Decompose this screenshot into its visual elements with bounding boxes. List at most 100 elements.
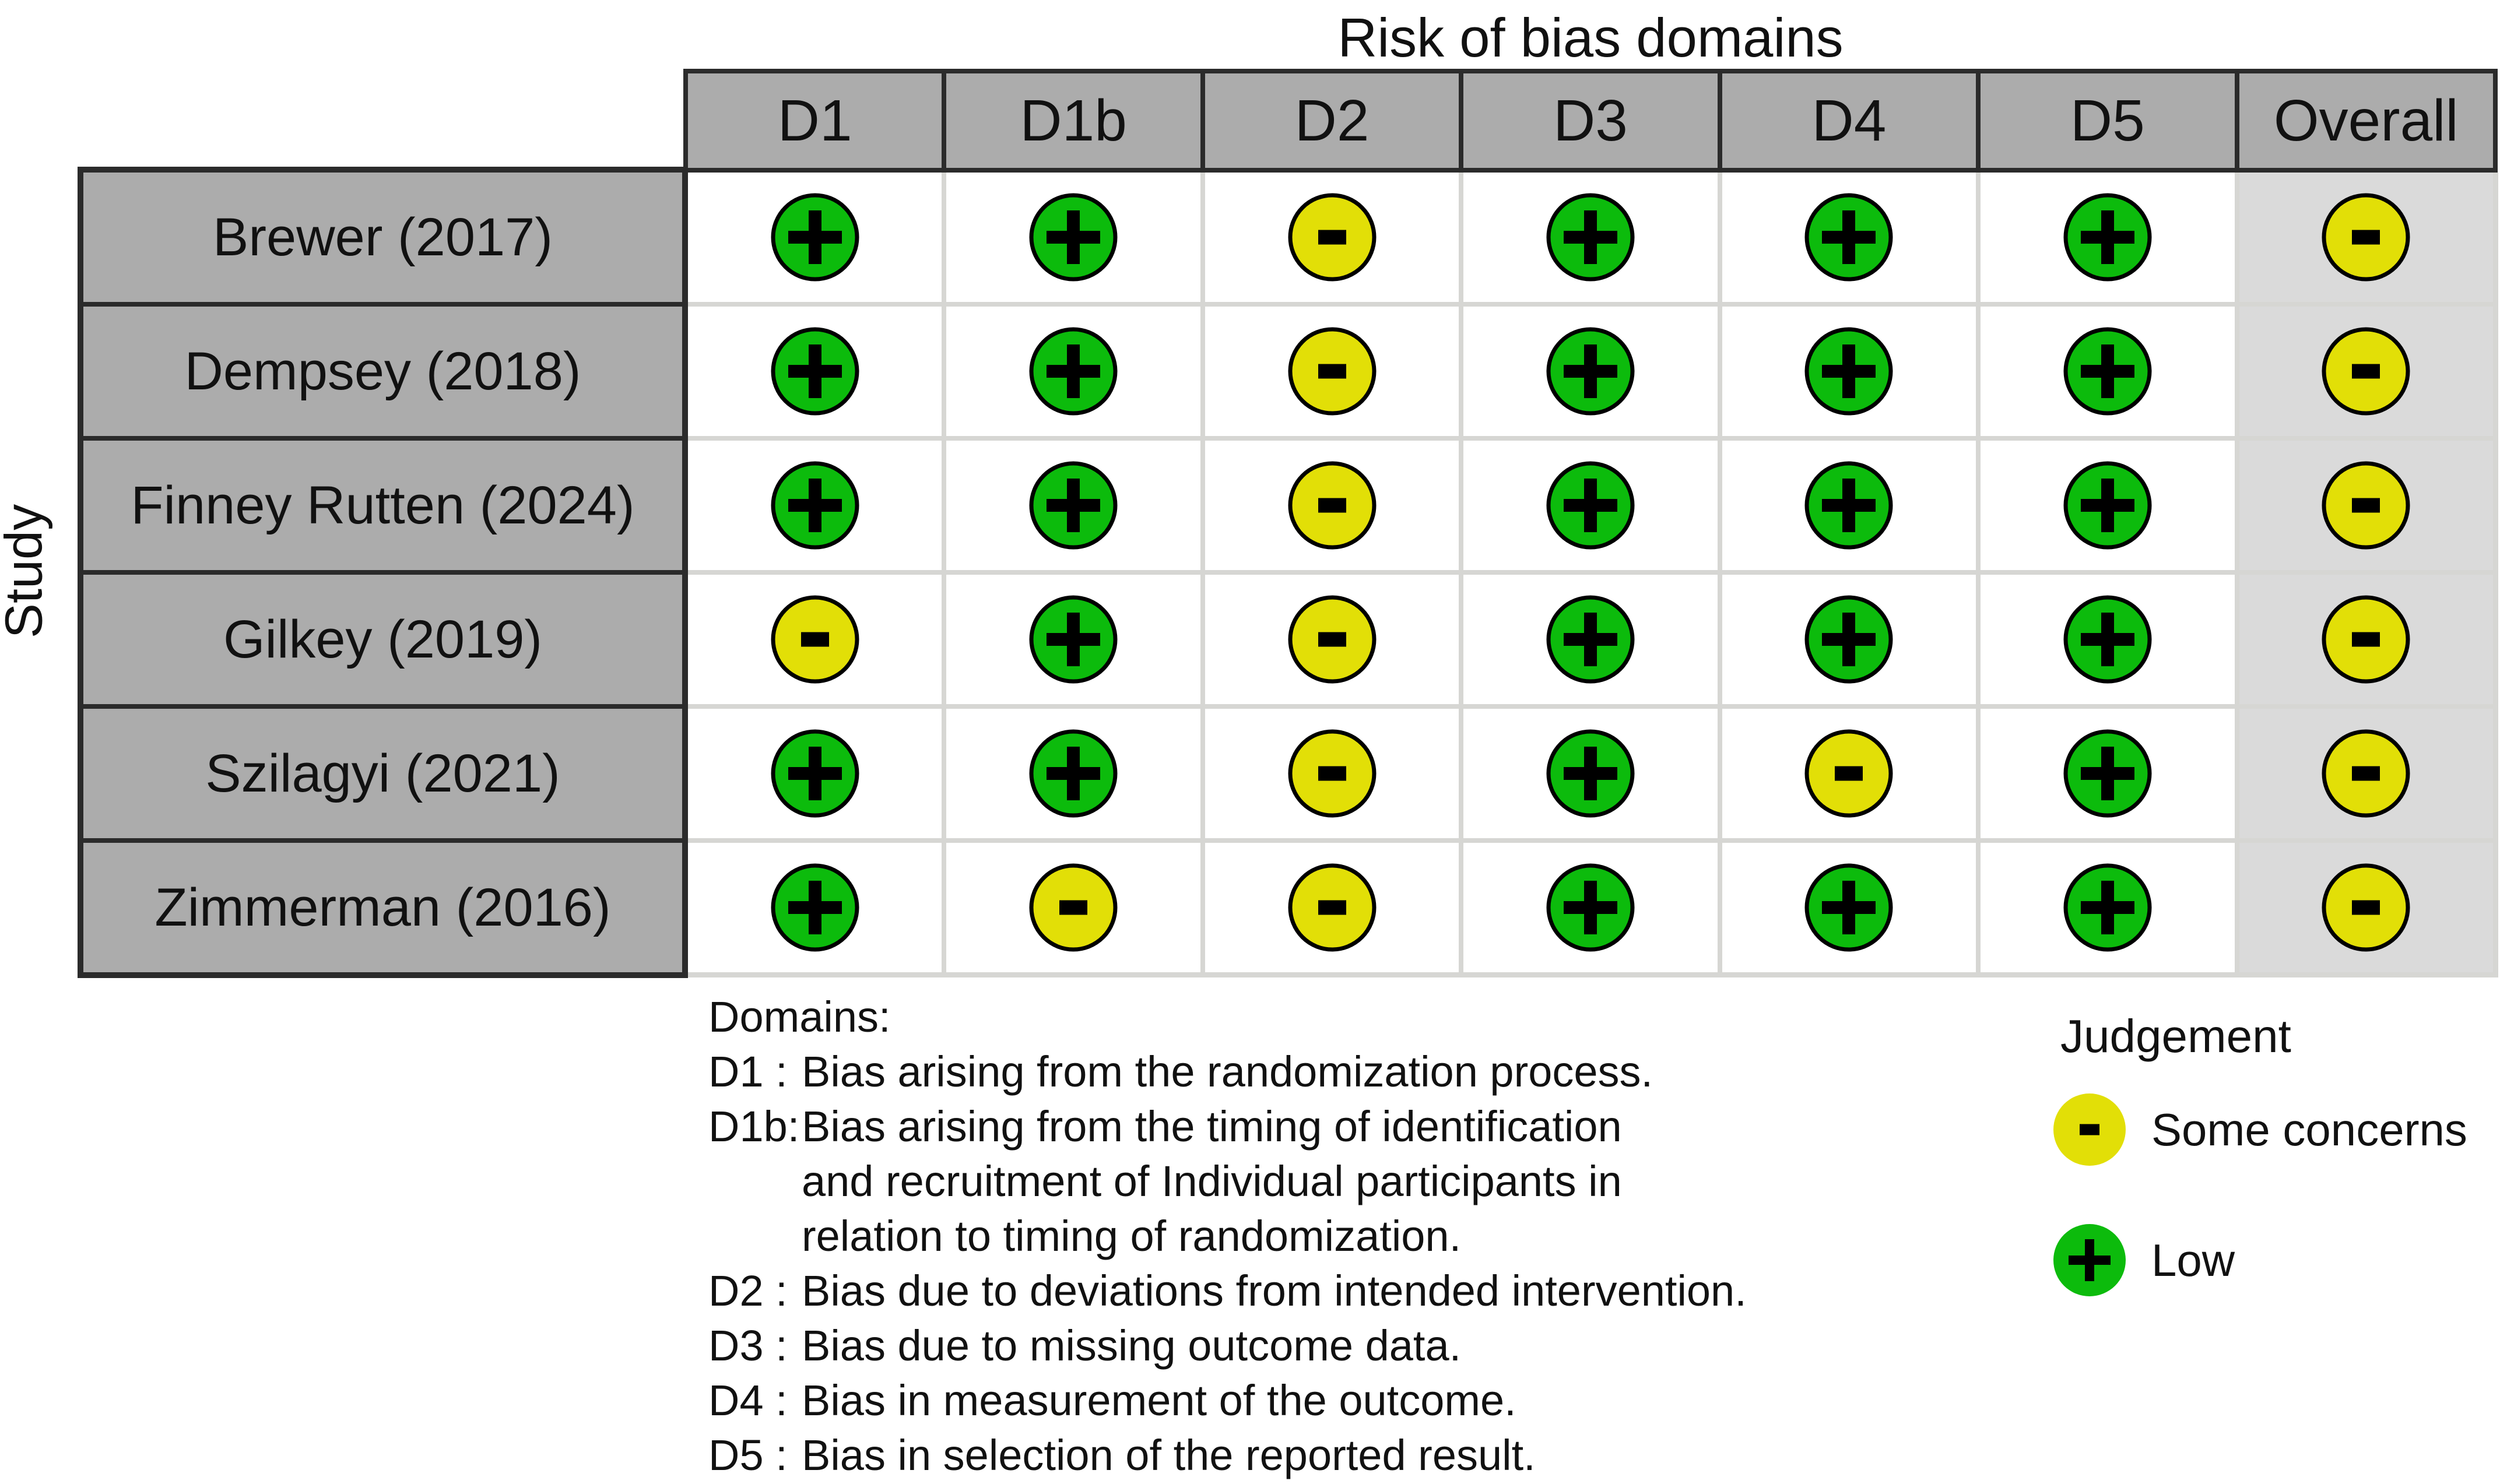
plus-icon (788, 210, 842, 264)
domain-definition-line: D4 : Bias in measurement of the outcome. (708, 1373, 1747, 1428)
low-risk-circle (2063, 729, 2152, 818)
column-header-d3: D3 (1463, 73, 1718, 168)
plus-icon (1563, 881, 1617, 934)
judgment-cell (1463, 843, 1718, 972)
figure-title: Risk of bias domains (1337, 7, 1844, 68)
domains-heading: Domains: (708, 993, 891, 1041)
low-risk-circle (1804, 863, 1893, 952)
judgment-cell (1463, 709, 1718, 838)
study-label: Brewer (2017) (83, 173, 682, 302)
plus-icon (788, 881, 842, 934)
low-risk-circle (1029, 327, 1118, 416)
low-risk-circle (771, 729, 859, 818)
some-concerns-circle (1804, 729, 1893, 818)
low-risk-circle (2063, 595, 2152, 684)
plus-icon (1563, 479, 1617, 532)
domain-description: Bias due to deviations from intended int… (802, 1267, 1747, 1315)
judgment-cell (1981, 173, 2235, 302)
some-concerns-circle (2322, 595, 2410, 684)
legend: Judgement Some concerns Low (2052, 1008, 2467, 1297)
column-header-d1b: D1b (946, 73, 1200, 168)
low-risk-circle (771, 193, 859, 282)
legend-label: Low (2151, 1234, 2235, 1286)
judgment-cell (946, 441, 1200, 570)
low-risk-circle (2063, 327, 2152, 416)
some-concerns-circle (1288, 595, 1377, 684)
plus-icon (1822, 210, 1876, 264)
plus-icon (2080, 613, 2134, 666)
low-risk-circle (1546, 193, 1635, 282)
plus-icon (2080, 747, 2134, 800)
low-risk-circle (1029, 595, 1118, 684)
some-concerns-circle (1288, 863, 1377, 952)
low-risk-circle (2063, 461, 2152, 550)
some-concerns-circle (1288, 327, 1377, 416)
low-risk-circle (1029, 193, 1118, 282)
some-concerns-circle (1288, 729, 1377, 818)
judgment-cell (2239, 575, 2493, 704)
judgment-cell (1981, 307, 2235, 436)
plus-icon (2080, 881, 2134, 934)
judgment-cell (688, 843, 942, 972)
study-label: Finney Rutten (2024) (83, 441, 682, 570)
low-risk-circle (771, 461, 859, 550)
plus-icon (2080, 479, 2134, 532)
plus-icon (2080, 210, 2134, 264)
plus-icon (2080, 344, 2134, 398)
plus-icon (1822, 613, 1876, 666)
some-concerns-circle (771, 595, 859, 684)
low-risk-circle (2063, 193, 2152, 282)
low-risk-circle (1804, 461, 1893, 550)
legend-item: Low (2052, 1223, 2467, 1297)
study-label: Szilagyi (2021) (83, 709, 682, 838)
column-header-d2: D2 (1205, 73, 1459, 168)
judgment-cell (1981, 575, 2235, 704)
judgment-cell (1463, 575, 1718, 704)
judgment-cell (688, 307, 942, 436)
judgment-cell (1463, 307, 1718, 436)
domain-code: D1b: (708, 1102, 800, 1151)
column-header-d1: D1 (688, 73, 942, 168)
plus-icon (2069, 1239, 2111, 1281)
judgment-cell (1463, 173, 1718, 302)
judgment-cell (1463, 441, 1718, 570)
judgment-cell (1205, 843, 1459, 972)
judgment-cell (1205, 709, 1459, 838)
plus-icon (1047, 613, 1101, 666)
domain-description: Bias arising from the timing of identifi… (802, 1102, 1622, 1151)
plus-icon (1563, 344, 1617, 398)
low-risk-circle (1546, 595, 1635, 684)
low-risk-circle (2063, 863, 2152, 952)
judgment-grid (688, 173, 2498, 977)
judgment-cell (2239, 441, 2493, 570)
judgment-cell (946, 307, 1200, 436)
legend-key (2052, 1092, 2127, 1167)
judgment-cell (1205, 173, 1459, 302)
low-risk-circle (1029, 729, 1118, 818)
legend-key (2052, 1223, 2127, 1297)
judgment-cell (1722, 307, 1976, 436)
domain-code (708, 1154, 802, 1209)
judgment-cell (1722, 173, 1976, 302)
judgment-cell (946, 843, 1200, 972)
domain-definition-line: D1 : Bias arising from the randomization … (708, 1045, 1747, 1099)
judgment-cell (1205, 307, 1459, 436)
judgment-cell (1722, 843, 1976, 972)
some-concerns-circle (2322, 863, 2410, 952)
domain-description: Bias in selection of the reported result… (802, 1431, 1536, 1479)
plus-icon (1047, 747, 1101, 800)
judgment-cell (1722, 575, 1976, 704)
some-concerns-circle (2322, 327, 2410, 416)
some-concerns-circle (1288, 461, 1377, 550)
domain-definition-line: and recruitment of Individual participan… (708, 1154, 1747, 1209)
judgment-cell (1722, 441, 1976, 570)
some-concerns-circle (2322, 729, 2410, 818)
domain-code: D2 : (708, 1267, 788, 1315)
domain-header-row: D1 D1b D2 D3 D4 D5 Overall (683, 69, 2498, 173)
low-risk-circle (1804, 327, 1893, 416)
domain-description: Bias due to missing outcome data. (802, 1321, 1462, 1370)
domain-code: D5 : (708, 1431, 788, 1479)
domain-description: and recruitment of Individual participan… (802, 1157, 1622, 1205)
plus-icon (1822, 344, 1876, 398)
